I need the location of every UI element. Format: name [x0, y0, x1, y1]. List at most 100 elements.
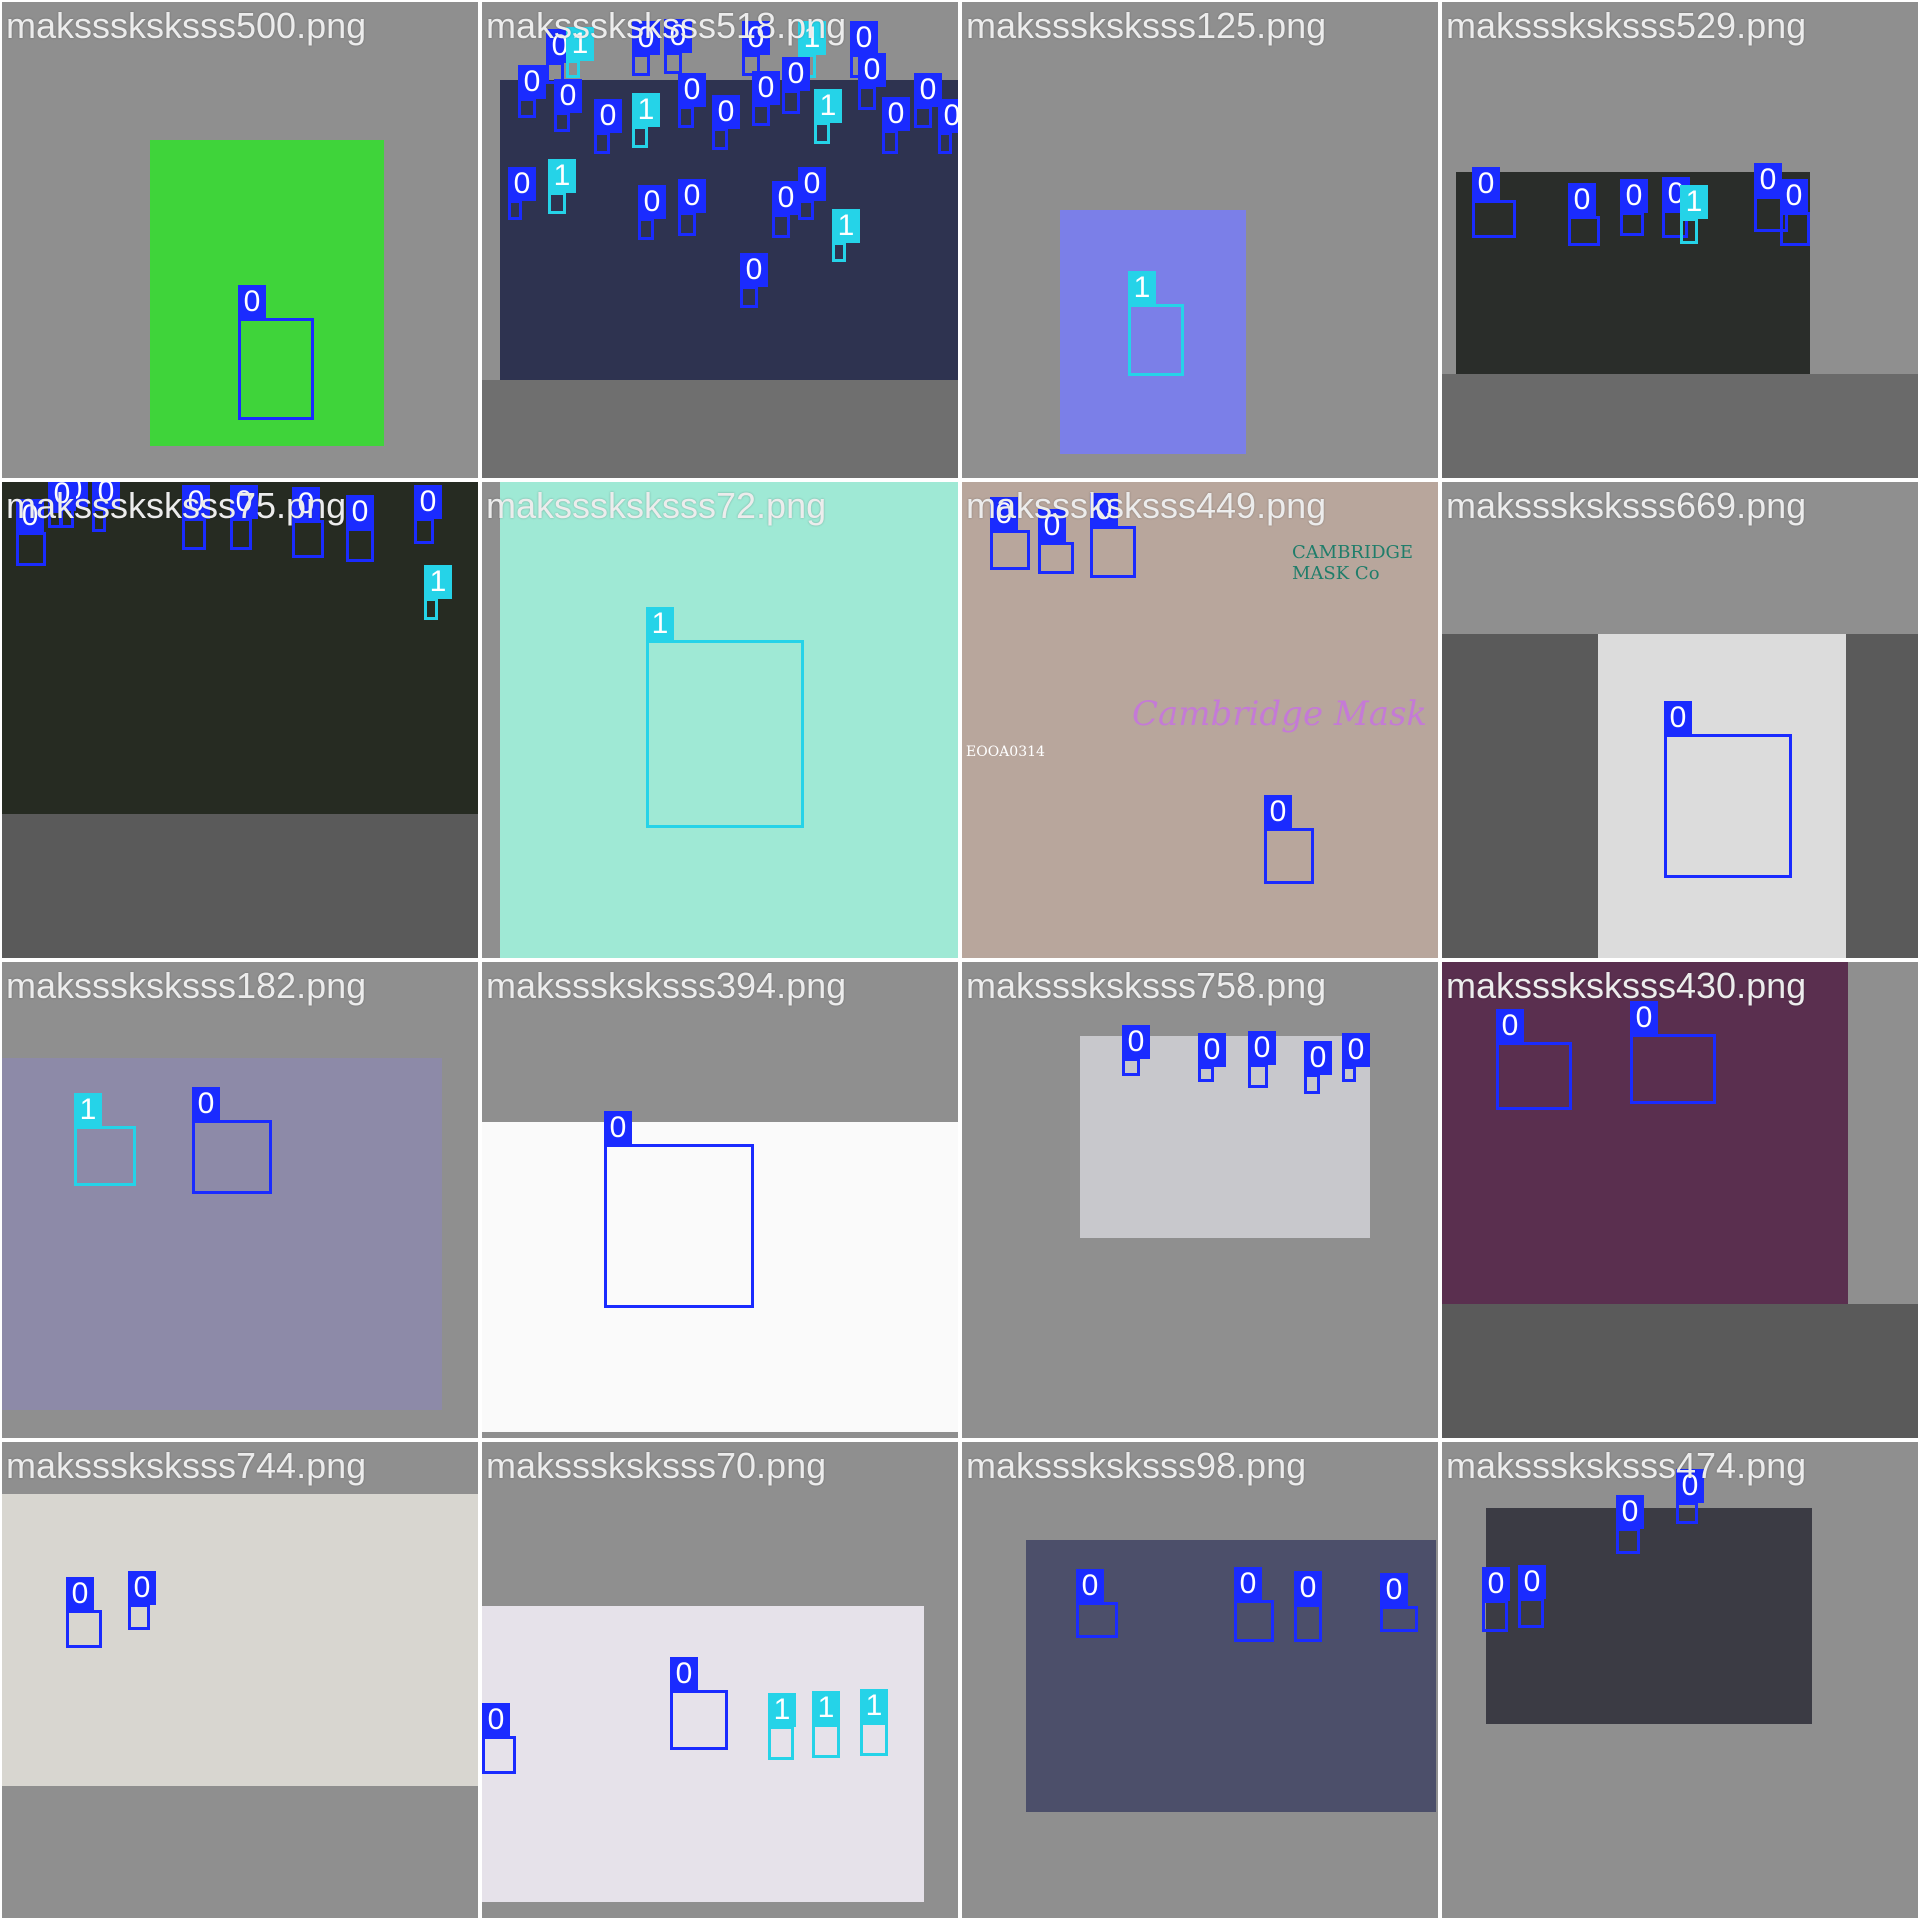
detection-label: 0 [92, 482, 120, 509]
tile-photo [482, 1606, 924, 1902]
detection-label: 0 [182, 485, 210, 519]
tile-photo [962, 482, 1438, 958]
mosaic-tile: maksssksksss75.png0000000001 [0, 480, 480, 960]
detection-label: 0 [1472, 167, 1500, 201]
mosaic-tile: CAMBRIDGE MASK Co Cambridge Mask EOOA0314 m… [960, 480, 1440, 960]
detection-label: 0 [1780, 179, 1808, 213]
tile-filename: maksssksksss500.png [6, 5, 367, 46]
detection-label: 0 [1294, 1571, 1322, 1605]
mosaic-tile: maksssksksss72.png 1 [480, 480, 960, 960]
detection-box-class-0: 0 [798, 167, 826, 220]
detection-label: 0 [740, 253, 768, 287]
detection-box-class-0: 0 [1496, 1009, 1572, 1110]
tile-photo [500, 80, 958, 380]
detection-label: 0 [414, 485, 442, 519]
detection-box-class-0: 0 [554, 79, 582, 132]
mosaic-tile: maksssksksss394.png 0 [480, 960, 960, 1440]
detection-label: 0 [858, 53, 886, 87]
detection-label: 0 [346, 495, 374, 529]
detection-box-class-0: 0 [740, 253, 768, 308]
detection-label: 0 [850, 21, 878, 55]
detection-label: 0 [16, 499, 44, 533]
detection-label: 0 [48, 482, 76, 511]
detection-label: 1 [798, 21, 826, 55]
detection-label: 0 [1518, 1565, 1546, 1599]
tile-filename: maksssksksss529.png [1446, 5, 1807, 46]
tile-padding-band [1442, 1304, 1918, 1438]
mosaic-tile: maksssksksss758.png 0 0 0 0 0 [960, 960, 1440, 1440]
detection-box-class-0: 0 [914, 73, 942, 128]
detection-label: 1 [1128, 271, 1156, 305]
detection-label: 0 [914, 73, 942, 107]
detection-box-class-0: 0 [990, 497, 1030, 570]
detection-label: 0 [1620, 179, 1648, 213]
tile-photo [2, 1494, 478, 1786]
detection-box-class-0: 0 [1234, 1567, 1274, 1642]
tile-padding-band [482, 380, 958, 478]
detection-label: 1 [814, 89, 842, 123]
detection-box-class-0: 0 [632, 21, 660, 76]
mosaic-tile: maksssksksss182.png 1 0 [0, 960, 480, 1440]
detection-label: 0 [1676, 1469, 1704, 1503]
tile-photo [2, 1058, 442, 1410]
detection-box-class-0: 0 [858, 53, 886, 110]
detection-label: 0 [1304, 1041, 1332, 1075]
detection-label: 0 [638, 185, 666, 219]
tile-filename: maksssksksss758.png [966, 965, 1327, 1006]
detection-label: 0 [594, 99, 622, 133]
detection-box-class-0: 0 [192, 1087, 272, 1194]
detection-box-class-1: 1 [548, 159, 576, 214]
tile-filename: maksssksksss474.png [1446, 1445, 1807, 1486]
detection-box-class-0: 0 [678, 179, 706, 236]
tile-photo [1598, 634, 1846, 958]
detection-label: 1 [548, 159, 576, 193]
detection-label: 1 [74, 1093, 102, 1127]
detection-label: 0 [230, 485, 258, 519]
detection-label: 0 [1754, 163, 1782, 197]
detection-box-class-0: 0 [1616, 1495, 1644, 1554]
detection-label: 0 [632, 21, 660, 55]
detection-box-class-1: 1 [1128, 271, 1184, 376]
detection-box-class-0: 0 [1076, 1569, 1118, 1638]
detection-box-class-0: 0 [1630, 1001, 1716, 1104]
detection-box-class-0: 0 [938, 99, 958, 154]
detection-label: 0 [678, 73, 706, 107]
mosaic-tile: maksssksksss474.png 0 0 0 0 [1440, 1440, 1920, 1920]
detection-label: 0 [1038, 509, 1066, 543]
detection-label: 0 [782, 57, 810, 91]
detection-label: 0 [678, 179, 706, 213]
tile-photo [150, 140, 384, 446]
detection-label: 0 [518, 65, 546, 99]
detection-box-class-0: 0 [664, 19, 692, 74]
detection-box-class-0: 0 [482, 1703, 516, 1774]
detection-box-class-0: 0 [16, 499, 46, 566]
detection-label: 0 [1122, 1025, 1150, 1059]
detection-box-class-0: 0 [1676, 1469, 1704, 1524]
detection-label: 0 [712, 95, 740, 129]
photo-embedded-text: CAMBRIDGE MASK Co [1292, 542, 1414, 584]
tile-filename: maksssksksss75.png [6, 485, 347, 526]
detection-label: 0 [292, 487, 320, 521]
detection-box-class-0: 0 [604, 1111, 754, 1308]
detection-label: 0 [772, 181, 800, 215]
tile-filename: maksssksksss72.png [486, 485, 827, 526]
detection-box-class-1: 1 [1680, 185, 1708, 244]
detection-box-class-0: 0 [1568, 183, 1600, 246]
mosaic-tile: maksssksksss98.png 0 0 0 0 [960, 1440, 1440, 1920]
detection-label: 0 [1248, 1031, 1276, 1065]
detection-label: 1 [832, 209, 860, 243]
detection-box-class-0: 0 [638, 185, 666, 240]
detection-label: 0 [938, 99, 958, 133]
tile-padding-band [1442, 374, 1918, 478]
detection-box-class-0: 0 [238, 285, 314, 420]
tile-filename: maksssksksss518.png [486, 5, 847, 46]
detection-label: 0 [742, 21, 770, 55]
tile-filename: maksssksksss430.png [1446, 965, 1807, 1006]
detection-label: 0 [670, 1657, 698, 1691]
detection-label: 0 [1234, 1567, 1262, 1601]
tile-photo [482, 1122, 958, 1432]
detection-label: 0 [128, 1571, 156, 1605]
detection-label: 1 [1680, 185, 1708, 219]
detection-label: 0 [882, 97, 910, 131]
